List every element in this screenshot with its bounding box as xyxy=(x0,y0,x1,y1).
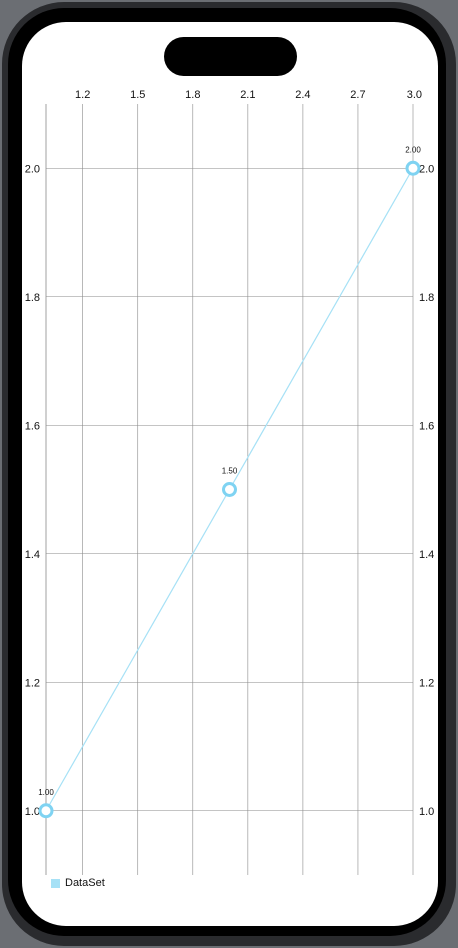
data-label-2: 2.00 xyxy=(405,145,421,154)
y-tick-label-right-4: 1.8 xyxy=(419,292,434,304)
data-point-2[interactable] xyxy=(405,160,421,176)
x-tick-label-6: 3.0 xyxy=(407,89,422,101)
x-tick-label-0: 1.2 xyxy=(75,89,90,101)
data-point-1[interactable] xyxy=(222,482,237,497)
screen xyxy=(22,22,438,926)
y-tick-label-left-1: 1.2 xyxy=(25,677,40,689)
legend-label-dataset: DataSet xyxy=(65,877,105,889)
data-label-0: 1.00 xyxy=(38,788,54,797)
data-label-1: 1.50 xyxy=(222,467,238,476)
y-tick-label-left-0: 1.0 xyxy=(25,806,40,818)
y-tick-label-right-0: 1.0 xyxy=(419,806,434,818)
y-tick-label-left-3: 1.6 xyxy=(25,420,40,432)
y-tick-label-left-5: 2.0 xyxy=(25,163,40,175)
y-tick-label-right-2: 1.4 xyxy=(419,549,434,561)
y-tick-label-left-2: 1.4 xyxy=(25,549,40,561)
legend-swatch xyxy=(51,878,60,888)
dynamic-island xyxy=(164,37,297,76)
axis-labels: 1.2 1.5 1.8 2.1 2.4 2.7 3.01.0 1.01.2 1.21.4 1.41… xyxy=(25,89,435,818)
y-tick-label-right-5: 2.0 xyxy=(419,163,434,175)
y-tick-label-left-4: 1.8 xyxy=(25,292,40,304)
data-point-0[interactable] xyxy=(38,803,54,819)
x-tick-label-1: 1.5 xyxy=(130,89,145,101)
y-tick-label-right-1: 1.2 xyxy=(419,677,434,689)
legend: DataSet xyxy=(51,876,105,890)
x-tick-label-2: 1.8 xyxy=(185,89,200,101)
x-tick-label-4: 2.4 xyxy=(295,89,310,101)
x-tick-label-5: 2.7 xyxy=(350,89,365,101)
series-dataset[interactable]: 1.00 1.50 2.00 xyxy=(38,145,421,819)
x-tick-label-3: 2.1 xyxy=(240,89,255,101)
y-tick-label-right-3: 1.6 xyxy=(419,420,434,432)
